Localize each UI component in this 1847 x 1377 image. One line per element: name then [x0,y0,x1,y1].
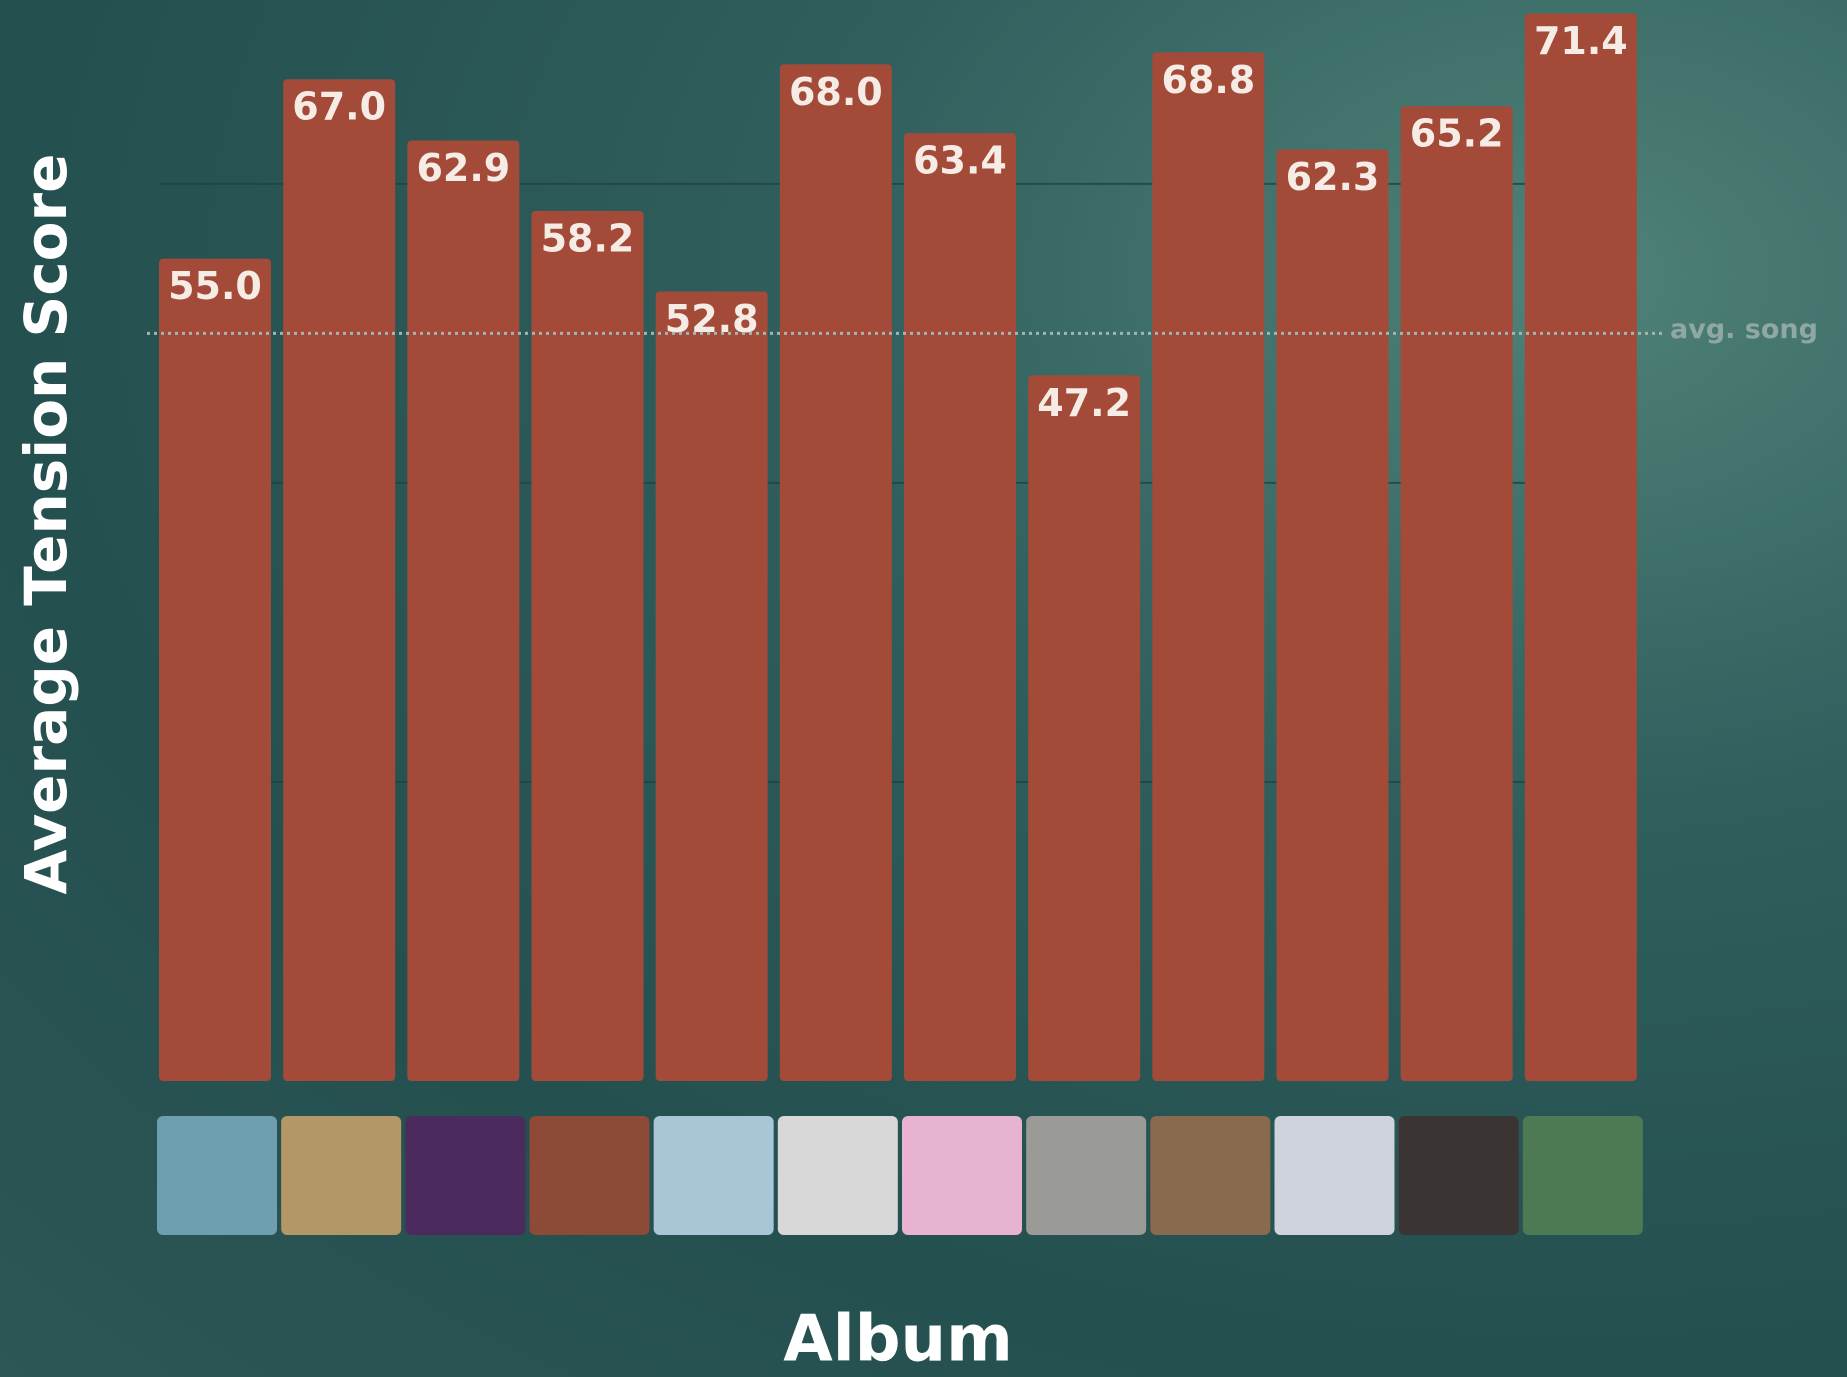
bar [159,259,271,1081]
value-label: 65.2 [1410,112,1504,156]
value-label: 68.0 [789,70,883,114]
bar [1525,13,1637,1081]
value-label: 58.2 [541,216,635,260]
value-label: 62.3 [1286,155,1380,199]
bar [407,141,519,1081]
bar [1401,106,1513,1081]
bar [1152,52,1264,1081]
value-label: 55.0 [168,264,262,308]
album-cover [1275,1116,1395,1235]
album-cover [281,1116,401,1235]
avg-line-label: avg. song [1670,314,1818,345]
value-label: 67.0 [292,85,386,129]
page: Average Tension Score Album 55.0 67.0 62.9… [0,0,1847,1377]
album-cover [778,1116,898,1235]
value-label: 68.8 [1161,58,1255,102]
album-cover [1150,1116,1270,1235]
bar [283,79,395,1081]
album-cover [902,1116,1022,1235]
album-cover [1026,1116,1146,1235]
value-label: 47.2 [1037,381,1131,425]
bar [656,292,768,1081]
album-cover [654,1116,774,1235]
bar [532,211,644,1081]
value-label: 62.9 [416,146,510,190]
album-cover [1523,1116,1643,1235]
bar [780,64,892,1081]
bar [1277,150,1389,1081]
album-cover [1399,1116,1519,1235]
x-axis-title: Album [783,1303,1013,1377]
album-cover [405,1116,525,1235]
value-label: 63.4 [913,139,1007,183]
album-cover [530,1116,650,1235]
album-cover [157,1116,277,1235]
chart: Average Tension Score Album 55.0 67.0 62.9… [0,0,1847,1377]
bar [904,133,1016,1081]
y-axis-title: Average Tension Score [12,154,80,895]
bar [1028,375,1140,1081]
value-label: 71.4 [1534,19,1628,63]
